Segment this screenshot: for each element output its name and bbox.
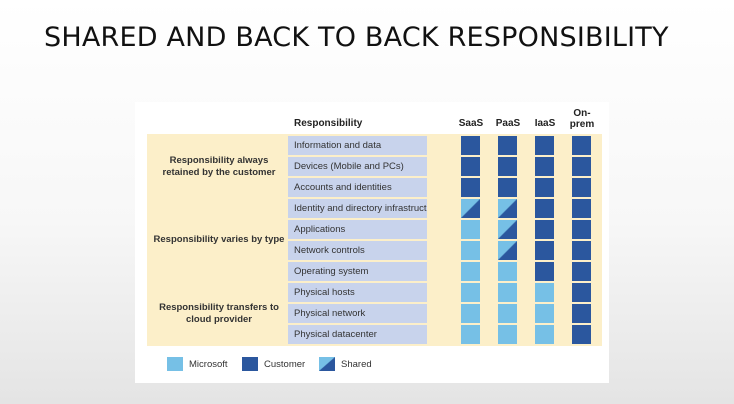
cell-customer xyxy=(572,157,591,176)
header-iaas: IaaS xyxy=(534,118,556,129)
cell-shared xyxy=(498,241,517,260)
header-saas: SaaS xyxy=(458,118,484,129)
cell-microsoft xyxy=(498,304,517,323)
legend-label-customer: Customer xyxy=(264,358,306,370)
group-label-2: Responsibility varies by type xyxy=(153,234,285,245)
cell-customer xyxy=(572,178,591,197)
row-label: Operating system xyxy=(288,262,427,281)
row-label: Physical datacenter xyxy=(288,325,427,344)
responsibility-diagram: Responsibility SaaS PaaS IaaS On- prem Respo… xyxy=(135,102,609,383)
legend-customer: Customer xyxy=(242,357,305,371)
legend-microsoft: Microsoft xyxy=(167,357,228,371)
legend-swatch-shared xyxy=(319,357,335,371)
legend-swatch-microsoft xyxy=(167,357,183,371)
row-label: Physical network xyxy=(288,304,427,323)
cell-customer xyxy=(572,283,591,302)
cell-microsoft xyxy=(498,262,517,281)
cell-customer xyxy=(461,157,480,176)
cell-microsoft xyxy=(535,304,554,323)
cell-customer xyxy=(535,262,554,281)
header-paas: PaaS xyxy=(495,118,521,129)
legend-label-shared: Shared xyxy=(341,358,372,370)
cell-microsoft xyxy=(535,283,554,302)
cell-shared xyxy=(498,220,517,239)
cell-microsoft xyxy=(535,325,554,344)
cell-customer xyxy=(572,241,591,260)
header-onprem: On- prem xyxy=(569,108,595,130)
slide-title: SHARED AND BACK TO BACK RESPONSIBILITY xyxy=(44,22,669,53)
cell-microsoft xyxy=(461,325,480,344)
cell-customer xyxy=(461,178,480,197)
row-label: Network controls xyxy=(288,241,427,260)
cell-microsoft xyxy=(461,283,480,302)
legend-shared: Shared xyxy=(319,357,372,371)
group-label-3: Responsibility transfers to cloud provid… xyxy=(159,301,279,325)
cell-customer xyxy=(535,136,554,155)
row-label: Physical hosts xyxy=(288,283,427,302)
cell-customer xyxy=(572,325,591,344)
row-label: Applications xyxy=(288,220,427,239)
cell-microsoft xyxy=(461,241,480,260)
row-label: Identity and directory infrastructure xyxy=(288,199,427,218)
cell-customer xyxy=(572,136,591,155)
cell-microsoft xyxy=(498,325,517,344)
cell-customer xyxy=(572,199,591,218)
row-label: Accounts and identities xyxy=(288,178,427,197)
cell-customer xyxy=(572,304,591,323)
cell-customer xyxy=(572,220,591,239)
header-responsibility: Responsibility xyxy=(294,118,363,129)
cell-customer xyxy=(535,178,554,197)
cell-microsoft xyxy=(461,304,480,323)
cell-customer xyxy=(498,157,517,176)
cell-customer xyxy=(498,178,517,197)
legend-swatch-customer xyxy=(242,357,258,371)
group-label-1: Responsibility always retained by the cu… xyxy=(162,154,276,178)
cell-shared xyxy=(498,199,517,218)
cell-microsoft xyxy=(461,262,480,281)
cell-customer xyxy=(535,157,554,176)
cell-microsoft xyxy=(461,220,480,239)
cell-microsoft xyxy=(498,283,517,302)
cell-customer xyxy=(498,136,517,155)
cell-customer xyxy=(572,262,591,281)
cell-customer xyxy=(535,241,554,260)
cell-customer xyxy=(535,220,554,239)
row-label: Information and data xyxy=(288,136,427,155)
cell-customer xyxy=(461,136,480,155)
cell-customer xyxy=(535,199,554,218)
cell-shared xyxy=(461,199,480,218)
legend-label-microsoft: Microsoft xyxy=(189,358,228,370)
row-label: Devices (Mobile and PCs) xyxy=(288,157,427,176)
